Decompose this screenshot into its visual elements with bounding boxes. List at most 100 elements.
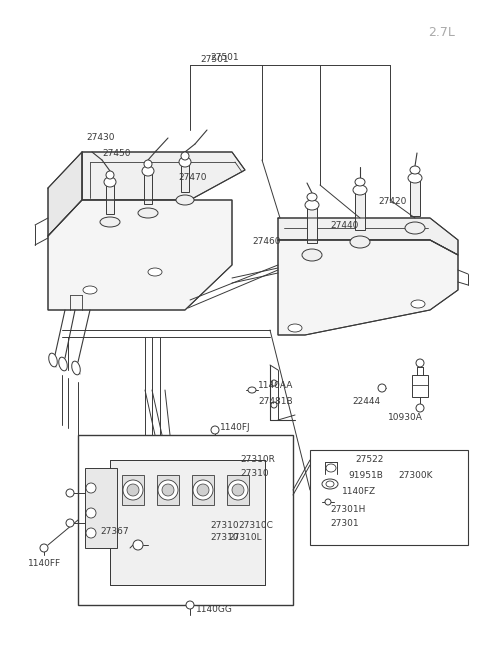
- Ellipse shape: [271, 380, 277, 386]
- Text: 27301H: 27301H: [330, 506, 365, 514]
- Ellipse shape: [378, 384, 386, 392]
- Text: 1140FZ: 1140FZ: [342, 487, 376, 496]
- Text: 27301: 27301: [330, 519, 359, 527]
- Text: 27501: 27501: [200, 56, 228, 64]
- Bar: [122, 475, 144, 505]
- Ellipse shape: [355, 178, 365, 186]
- Text: 27450: 27450: [102, 149, 131, 157]
- Bar: [110, 460, 265, 585]
- Ellipse shape: [179, 157, 191, 167]
- Ellipse shape: [72, 361, 80, 375]
- Text: 27367: 27367: [100, 527, 129, 536]
- Ellipse shape: [322, 479, 338, 489]
- Text: 2.7L: 2.7L: [428, 26, 455, 39]
- Ellipse shape: [410, 166, 420, 174]
- Ellipse shape: [302, 249, 322, 261]
- Ellipse shape: [66, 519, 74, 527]
- Ellipse shape: [411, 300, 425, 308]
- Ellipse shape: [186, 601, 194, 609]
- Text: 27310C: 27310C: [238, 521, 273, 529]
- Text: 1140FF: 1140FF: [28, 559, 61, 567]
- Ellipse shape: [193, 480, 213, 500]
- Text: 27310R: 27310R: [240, 455, 275, 464]
- Polygon shape: [110, 460, 265, 585]
- Bar: [106, 182, 114, 214]
- Text: 27310: 27310: [210, 521, 239, 529]
- Ellipse shape: [326, 464, 336, 472]
- Ellipse shape: [59, 357, 67, 371]
- Text: 27310: 27310: [240, 468, 269, 477]
- Ellipse shape: [49, 353, 57, 367]
- Bar: [85, 468, 117, 548]
- Ellipse shape: [197, 484, 209, 496]
- Ellipse shape: [416, 359, 424, 367]
- Bar: [227, 475, 249, 505]
- Bar: [144, 171, 152, 204]
- Bar: [157, 475, 179, 505]
- Text: 27460: 27460: [252, 238, 280, 246]
- Ellipse shape: [353, 185, 367, 195]
- Text: 1140GG: 1140GG: [196, 605, 233, 614]
- Ellipse shape: [408, 173, 422, 183]
- Bar: [181, 162, 189, 192]
- Polygon shape: [278, 218, 458, 255]
- Bar: [78, 435, 293, 605]
- Ellipse shape: [144, 160, 152, 168]
- Text: 27440: 27440: [330, 221, 359, 229]
- Ellipse shape: [162, 484, 174, 496]
- Ellipse shape: [176, 195, 194, 205]
- Text: 27470: 27470: [178, 174, 206, 183]
- Text: 27300K: 27300K: [398, 470, 432, 479]
- Ellipse shape: [248, 387, 256, 393]
- Bar: [310, 450, 468, 545]
- Text: 22444: 22444: [352, 398, 380, 407]
- Ellipse shape: [138, 208, 158, 218]
- Ellipse shape: [123, 480, 143, 500]
- Bar: [410, 178, 420, 216]
- Ellipse shape: [40, 544, 48, 552]
- Ellipse shape: [86, 508, 96, 518]
- Polygon shape: [48, 152, 82, 236]
- Text: 10930A: 10930A: [388, 413, 423, 422]
- Ellipse shape: [416, 404, 424, 412]
- Text: 91951B: 91951B: [348, 470, 383, 479]
- Ellipse shape: [271, 402, 277, 408]
- Ellipse shape: [211, 426, 219, 434]
- Text: 27522: 27522: [355, 455, 384, 464]
- Polygon shape: [48, 200, 232, 310]
- Text: 27430: 27430: [86, 134, 115, 143]
- Ellipse shape: [307, 193, 317, 201]
- Ellipse shape: [181, 152, 189, 160]
- Ellipse shape: [86, 483, 96, 493]
- Ellipse shape: [325, 499, 331, 505]
- Ellipse shape: [86, 528, 96, 538]
- Text: 1140FJ: 1140FJ: [220, 424, 251, 432]
- Ellipse shape: [104, 177, 116, 187]
- Ellipse shape: [100, 217, 120, 227]
- Bar: [355, 190, 365, 230]
- Ellipse shape: [305, 200, 319, 210]
- Text: 27481B: 27481B: [258, 396, 293, 405]
- Ellipse shape: [66, 489, 74, 497]
- Ellipse shape: [142, 166, 154, 176]
- Text: 27310: 27310: [210, 534, 239, 542]
- Ellipse shape: [288, 324, 302, 332]
- Bar: [307, 205, 317, 243]
- Ellipse shape: [83, 286, 97, 294]
- Bar: [192, 475, 214, 505]
- Ellipse shape: [133, 540, 143, 550]
- Ellipse shape: [326, 481, 334, 487]
- Ellipse shape: [158, 480, 178, 500]
- Polygon shape: [82, 152, 245, 200]
- Text: 27310L: 27310L: [228, 534, 262, 542]
- Ellipse shape: [350, 236, 370, 248]
- Ellipse shape: [106, 171, 114, 179]
- Polygon shape: [278, 240, 458, 335]
- Ellipse shape: [228, 480, 248, 500]
- Bar: [412, 375, 428, 397]
- Text: 27501: 27501: [210, 54, 239, 62]
- Text: 1140AA: 1140AA: [258, 381, 293, 390]
- Ellipse shape: [405, 222, 425, 234]
- Ellipse shape: [232, 484, 244, 496]
- Ellipse shape: [127, 484, 139, 496]
